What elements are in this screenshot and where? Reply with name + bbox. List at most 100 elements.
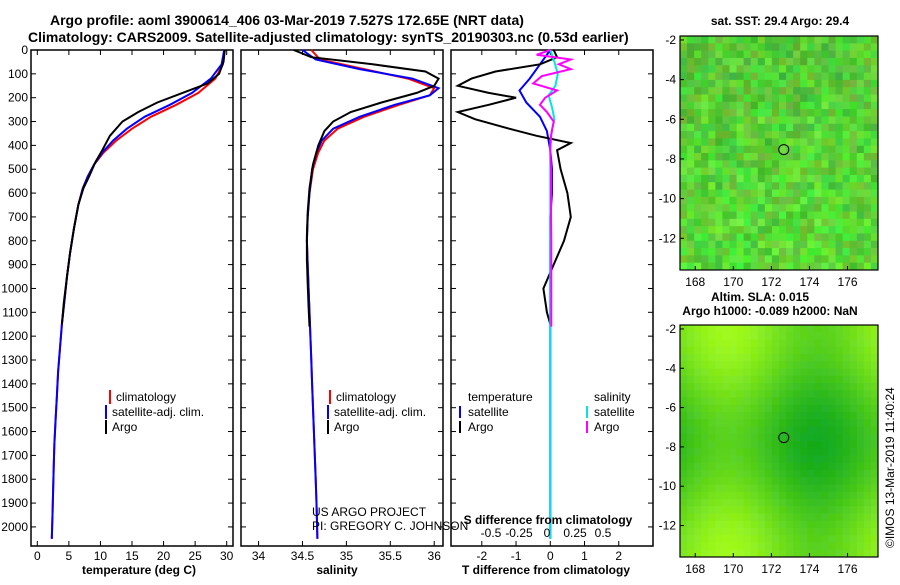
map-cell: [687, 182, 695, 191]
map-cell: [680, 332, 688, 340]
map-cell: [708, 368, 716, 377]
map-cell: [863, 248, 872, 256]
map-cell: [736, 470, 745, 478]
map-cell: [764, 123, 773, 132]
map-cell: [694, 94, 702, 103]
map-cell: [771, 528, 780, 536]
map-cell: [743, 383, 752, 391]
map-cell: [757, 426, 766, 435]
map-cell: [821, 513, 829, 522]
map-cell: [835, 477, 844, 485]
map-cell: [821, 484, 829, 493]
map-cell: [722, 332, 730, 340]
map-cell: [743, 346, 752, 355]
map-cell: [708, 528, 716, 536]
map-cell: [786, 116, 794, 125]
map-cell: [870, 383, 879, 391]
map-cell: [849, 211, 858, 220]
x-tick-label: 25: [188, 549, 202, 563]
map-cell: [701, 520, 709, 529]
map-cell: [757, 167, 766, 176]
map-cell: [828, 174, 837, 183]
map-cell: [715, 101, 723, 110]
map-cell: [729, 189, 738, 198]
map-cell: [771, 397, 780, 406]
map-cell: [687, 325, 695, 333]
map-cell: [856, 218, 865, 227]
sst-map: 168 170 172 174 176-2-4-6-8-10-12: [659, 33, 879, 289]
map-cell: [757, 131, 766, 139]
map-cell: [807, 131, 815, 139]
map-cell: [694, 226, 702, 234]
map-cell: [701, 542, 709, 551]
map-cell: [750, 397, 759, 406]
map-cell: [856, 346, 865, 355]
map-cell: [680, 448, 688, 456]
map-cell: [821, 57, 829, 66]
map-cell: [779, 262, 787, 271]
series-argo: [293, 49, 441, 327]
map-cell: [870, 470, 879, 478]
map-cell: [849, 138, 858, 147]
map-cell: [863, 57, 872, 66]
map-cell: [715, 383, 723, 391]
map-cell: [687, 43, 695, 52]
map-cell: [821, 528, 829, 536]
map-cell: [722, 499, 730, 507]
map-cell: [863, 226, 872, 234]
map-cell: [814, 361, 822, 369]
map-cell: [701, 528, 709, 536]
map-cell: [793, 101, 801, 110]
map-cell: [863, 361, 872, 369]
map-cell: [849, 368, 858, 377]
map-cell: [750, 448, 759, 456]
map-cell: [771, 455, 780, 464]
map-cell: [736, 448, 745, 456]
map-cell: [786, 72, 794, 81]
map-cell: [729, 528, 738, 536]
map-cell: [835, 262, 844, 271]
map-cell: [687, 57, 695, 66]
map-cell: [856, 339, 865, 348]
map-cell: [743, 218, 752, 227]
map-cell: [856, 87, 865, 95]
map-cell: [835, 325, 844, 333]
map-cell: [757, 57, 766, 66]
map-cell: [715, 109, 723, 117]
map-cell: [793, 419, 801, 427]
map-cell: [870, 182, 879, 191]
map-cell: [729, 499, 738, 507]
map-cell: [750, 549, 759, 558]
map-cell: [722, 412, 730, 420]
map-cell: [701, 174, 709, 183]
map-cell: [786, 94, 794, 103]
map-cell: [800, 109, 808, 117]
map-cell: [743, 491, 752, 500]
map-frame: [679, 324, 879, 558]
map-cell: [771, 248, 780, 256]
map-cell: [736, 116, 745, 125]
map-cell: [715, 339, 723, 348]
map-cell: [715, 477, 723, 485]
map-cell: [828, 477, 837, 485]
map-cell: [814, 448, 822, 456]
map-cell: [743, 72, 752, 81]
map-cell: [701, 138, 709, 147]
map-cell: [743, 513, 752, 522]
map-cell: [771, 470, 780, 478]
map-cell: [694, 43, 702, 52]
map-cell: [814, 375, 822, 384]
map-cell: [743, 36, 752, 44]
map-cell: [715, 520, 723, 529]
map-cell: [743, 204, 752, 212]
map-cell: [722, 160, 730, 169]
map-cell: [771, 57, 780, 66]
map-cell: [687, 426, 695, 435]
map-cell: [863, 419, 872, 427]
map-cell: [764, 506, 773, 514]
map-cell: [807, 332, 815, 340]
map-cell: [821, 116, 829, 125]
map-cell: [736, 101, 745, 110]
map-cell: [771, 226, 780, 234]
map-cell: [736, 240, 745, 249]
